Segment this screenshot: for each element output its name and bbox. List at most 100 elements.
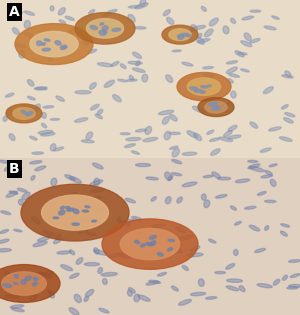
Ellipse shape bbox=[131, 151, 140, 154]
Circle shape bbox=[15, 24, 93, 65]
Ellipse shape bbox=[215, 106, 220, 110]
Ellipse shape bbox=[197, 33, 202, 38]
Ellipse shape bbox=[141, 244, 145, 247]
Ellipse shape bbox=[176, 227, 185, 233]
Ellipse shape bbox=[152, 224, 165, 227]
Ellipse shape bbox=[272, 16, 279, 20]
Ellipse shape bbox=[208, 239, 216, 243]
Ellipse shape bbox=[69, 177, 81, 183]
Ellipse shape bbox=[30, 136, 37, 140]
Ellipse shape bbox=[50, 144, 56, 151]
Ellipse shape bbox=[22, 192, 30, 200]
Circle shape bbox=[13, 107, 35, 119]
Ellipse shape bbox=[270, 179, 276, 186]
Ellipse shape bbox=[18, 199, 23, 205]
Ellipse shape bbox=[25, 276, 31, 281]
Circle shape bbox=[198, 98, 234, 117]
Ellipse shape bbox=[124, 144, 136, 148]
Ellipse shape bbox=[136, 163, 151, 167]
Ellipse shape bbox=[201, 91, 206, 93]
Ellipse shape bbox=[21, 280, 26, 284]
Ellipse shape bbox=[250, 38, 260, 43]
Ellipse shape bbox=[1, 211, 11, 215]
Ellipse shape bbox=[86, 132, 93, 140]
Ellipse shape bbox=[99, 31, 106, 36]
Ellipse shape bbox=[250, 122, 258, 128]
Ellipse shape bbox=[135, 3, 148, 9]
Ellipse shape bbox=[279, 137, 292, 141]
Ellipse shape bbox=[165, 172, 172, 180]
Ellipse shape bbox=[71, 192, 77, 199]
Ellipse shape bbox=[226, 264, 235, 269]
Ellipse shape bbox=[104, 80, 115, 87]
Ellipse shape bbox=[190, 292, 206, 296]
Ellipse shape bbox=[173, 246, 182, 253]
Ellipse shape bbox=[107, 9, 117, 13]
Ellipse shape bbox=[53, 217, 59, 219]
Ellipse shape bbox=[72, 223, 79, 225]
Ellipse shape bbox=[212, 106, 218, 110]
Ellipse shape bbox=[42, 112, 46, 118]
Ellipse shape bbox=[290, 274, 300, 278]
Ellipse shape bbox=[103, 13, 112, 16]
Ellipse shape bbox=[94, 248, 99, 254]
Ellipse shape bbox=[60, 45, 67, 49]
Ellipse shape bbox=[177, 197, 182, 203]
Ellipse shape bbox=[151, 197, 156, 201]
Ellipse shape bbox=[169, 114, 177, 121]
Ellipse shape bbox=[85, 289, 94, 297]
Ellipse shape bbox=[133, 52, 142, 58]
Ellipse shape bbox=[3, 284, 12, 287]
Ellipse shape bbox=[82, 210, 88, 212]
Ellipse shape bbox=[228, 79, 233, 83]
Ellipse shape bbox=[158, 253, 163, 256]
Ellipse shape bbox=[11, 171, 19, 177]
Ellipse shape bbox=[179, 33, 188, 37]
Ellipse shape bbox=[24, 11, 34, 15]
Ellipse shape bbox=[58, 210, 65, 215]
Ellipse shape bbox=[34, 87, 47, 90]
Ellipse shape bbox=[24, 112, 27, 114]
Ellipse shape bbox=[224, 131, 232, 137]
Ellipse shape bbox=[88, 9, 95, 14]
Ellipse shape bbox=[192, 106, 204, 113]
Ellipse shape bbox=[55, 41, 61, 45]
Ellipse shape bbox=[257, 192, 266, 195]
Ellipse shape bbox=[89, 83, 96, 89]
Text: A: A bbox=[9, 5, 20, 19]
Ellipse shape bbox=[169, 132, 180, 135]
Ellipse shape bbox=[235, 51, 244, 57]
Ellipse shape bbox=[14, 229, 22, 232]
Ellipse shape bbox=[187, 253, 203, 257]
Ellipse shape bbox=[32, 152, 44, 154]
Ellipse shape bbox=[33, 104, 40, 112]
Ellipse shape bbox=[151, 241, 156, 245]
Ellipse shape bbox=[218, 177, 231, 180]
Ellipse shape bbox=[65, 175, 75, 180]
Ellipse shape bbox=[244, 33, 251, 41]
Ellipse shape bbox=[102, 26, 108, 31]
Ellipse shape bbox=[94, 178, 100, 186]
Text: B: B bbox=[9, 162, 20, 176]
Ellipse shape bbox=[59, 20, 66, 24]
Ellipse shape bbox=[12, 308, 24, 312]
Ellipse shape bbox=[157, 230, 164, 238]
Ellipse shape bbox=[26, 113, 30, 116]
Ellipse shape bbox=[84, 263, 100, 266]
Ellipse shape bbox=[134, 26, 146, 29]
Ellipse shape bbox=[263, 87, 273, 94]
Ellipse shape bbox=[74, 294, 81, 303]
Circle shape bbox=[169, 29, 191, 41]
Ellipse shape bbox=[289, 284, 300, 287]
Ellipse shape bbox=[158, 272, 166, 276]
Ellipse shape bbox=[241, 69, 249, 72]
Ellipse shape bbox=[196, 37, 204, 44]
Ellipse shape bbox=[209, 138, 220, 141]
Ellipse shape bbox=[5, 93, 14, 97]
Ellipse shape bbox=[248, 160, 258, 163]
Ellipse shape bbox=[168, 239, 175, 241]
Ellipse shape bbox=[285, 71, 291, 77]
Ellipse shape bbox=[128, 61, 142, 64]
Ellipse shape bbox=[7, 108, 13, 115]
Ellipse shape bbox=[172, 148, 179, 157]
